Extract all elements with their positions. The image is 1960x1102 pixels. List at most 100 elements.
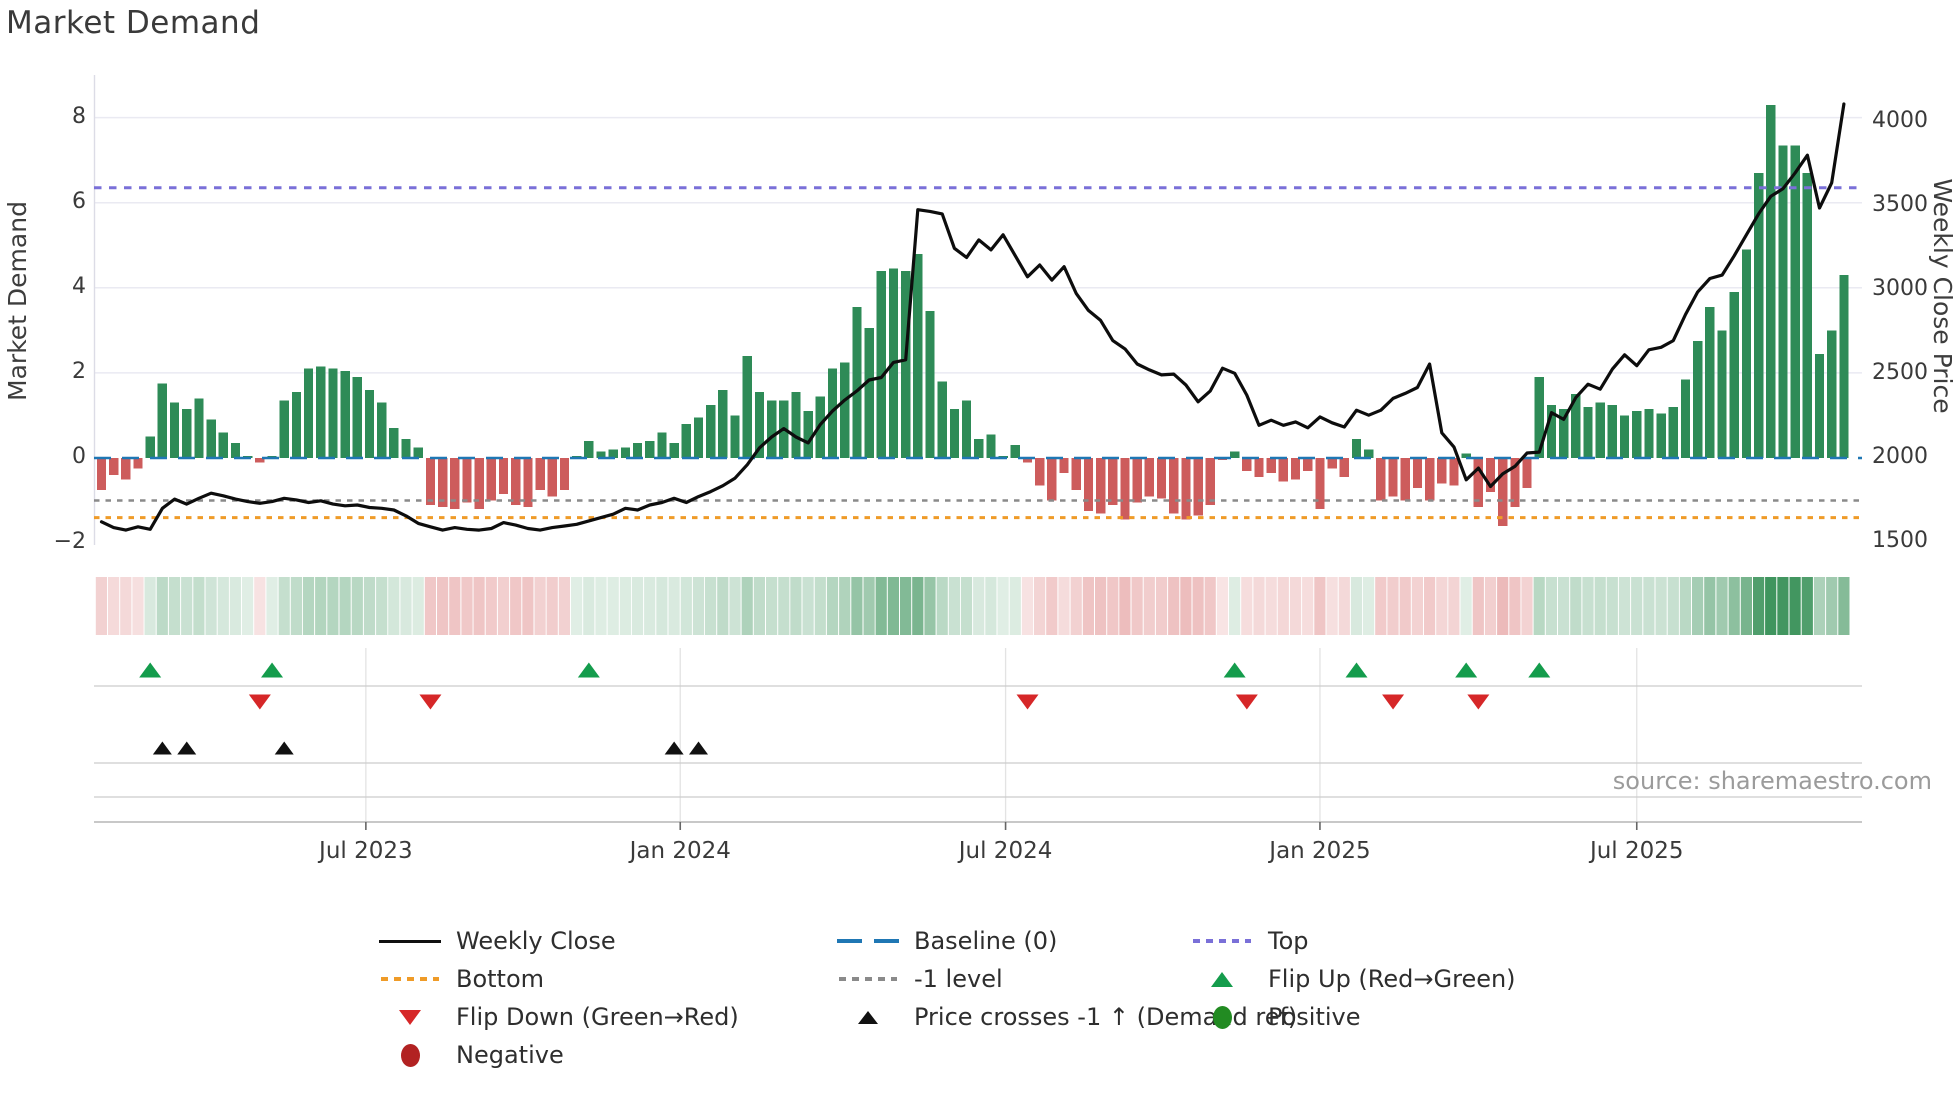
heatmap-cell xyxy=(266,577,278,635)
flip-up-marker xyxy=(577,662,600,678)
heatmap-cell xyxy=(1241,577,1253,635)
heatmap-cell xyxy=(473,577,485,635)
heatmap-cell xyxy=(534,577,546,635)
heatmap-cell xyxy=(558,577,570,635)
heatmap-cell xyxy=(839,577,851,635)
demand-bar-negative xyxy=(133,458,143,469)
demand-bar-positive xyxy=(767,400,777,458)
heatmap-cell xyxy=(1046,577,1058,635)
demand-bar-positive xyxy=(1766,104,1776,459)
heatmap-cell xyxy=(1692,577,1704,635)
heatmap-cell xyxy=(510,577,522,635)
heatmap-cell xyxy=(1521,577,1533,635)
demand-bar-positive xyxy=(596,451,606,458)
demand-bar-negative xyxy=(1132,458,1142,503)
heatmap-cell xyxy=(1594,577,1606,635)
heatmap-cell xyxy=(1728,577,1740,635)
demand-bar-negative xyxy=(1169,458,1179,514)
heatmap-cell xyxy=(1302,577,1314,635)
flip-down-marker xyxy=(419,694,442,710)
demand-bar-positive xyxy=(608,449,618,458)
demand-bar-negative xyxy=(255,458,265,463)
demand-bar-negative xyxy=(1449,458,1459,486)
demand-bar-positive xyxy=(791,392,801,458)
heatmap-cell xyxy=(156,577,168,635)
demand-bar-positive xyxy=(876,270,886,458)
demand-bar-negative xyxy=(1193,458,1203,516)
demand-bar-positive xyxy=(986,434,996,458)
price-cross-marker xyxy=(274,741,294,755)
x-tick-label: Jul 2024 xyxy=(958,838,1053,864)
demand-bar-positive xyxy=(1705,306,1715,458)
demand-bar-positive xyxy=(620,447,631,458)
heatmap-cell xyxy=(437,577,449,635)
demand-bar-negative xyxy=(1327,458,1337,469)
heatmap-cell xyxy=(302,577,315,635)
demand-bar-negative xyxy=(1144,458,1154,497)
heatmap-cell xyxy=(242,577,254,635)
heatmap-cell xyxy=(1034,577,1046,635)
heatmap-cell xyxy=(1838,577,1850,635)
heatmap-cell xyxy=(741,577,753,635)
demand-bar-positive xyxy=(1790,145,1800,459)
heatmap-cell xyxy=(973,577,985,635)
flip-up-marker xyxy=(1455,662,1478,678)
demand-bar-positive xyxy=(1010,445,1020,458)
demand-bar-negative xyxy=(1437,458,1447,484)
demand-bar-positive xyxy=(754,392,765,458)
bottom-dotted-icon xyxy=(378,976,442,982)
flip-down-marker xyxy=(1467,694,1490,710)
heatmap-cell xyxy=(1143,577,1155,635)
demand-bar-positive xyxy=(352,377,362,458)
heatmap-cell xyxy=(485,577,497,635)
heatmap-cell xyxy=(1777,577,1789,635)
demand-bar-negative xyxy=(535,458,545,490)
demand-bar-positive xyxy=(730,415,740,458)
flip-down-triangle-icon xyxy=(378,1009,442,1025)
demand-bar-positive xyxy=(218,432,228,458)
heatmap-cell xyxy=(1765,577,1777,635)
source-credit: source: sharemaestro.com xyxy=(1612,767,1932,795)
heatmap-cell xyxy=(1082,577,1094,635)
heatmap-cell xyxy=(1253,577,1265,635)
heatmap-cell xyxy=(388,577,400,635)
right-tick-label: 1500 xyxy=(1872,527,1928,553)
heatmap-cell xyxy=(778,577,790,635)
demand-bar-positive xyxy=(657,432,667,458)
heatmap-cell xyxy=(1582,577,1594,635)
top-dotted-icon xyxy=(1190,938,1254,944)
demand-bar-positive xyxy=(1668,406,1678,458)
right-tick-label: 4000 xyxy=(1872,108,1928,134)
heatmap-cell xyxy=(668,577,680,635)
demand-bar-positive xyxy=(291,392,302,458)
heatmap-cell xyxy=(1350,577,1363,635)
demand-bar-negative xyxy=(1388,458,1398,497)
heatmap-cell xyxy=(351,577,363,635)
demand-bar-positive xyxy=(949,409,960,458)
legend-item-minus1-level: -1 level xyxy=(836,961,1003,997)
heatmap-cell xyxy=(1229,577,1241,635)
heatmap-cell xyxy=(924,577,936,635)
heatmap-cell xyxy=(717,577,729,635)
heatmap-cell xyxy=(960,577,973,635)
heatmap-cell xyxy=(1265,577,1277,635)
right-tick-label: 3500 xyxy=(1872,192,1928,218)
heatmap-cell xyxy=(1009,577,1021,635)
demand-bar-positive xyxy=(913,253,923,458)
heatmap-cell xyxy=(229,577,241,635)
heatmap-cell xyxy=(1606,577,1618,635)
heatmap-cell xyxy=(1375,577,1387,635)
demand-bar-positive xyxy=(1595,402,1605,458)
left-axis-title: Market Demand xyxy=(3,201,32,401)
demand-bar-negative xyxy=(1400,458,1410,501)
left-tick-label: 8 xyxy=(72,103,86,129)
heatmap-cell xyxy=(851,577,863,635)
heatmap-cell xyxy=(327,577,339,635)
demand-bar-negative xyxy=(1083,458,1094,512)
heatmap-cell xyxy=(863,577,875,635)
heatmap-cell xyxy=(1314,577,1326,635)
flip-up-marker xyxy=(1345,662,1368,678)
heatmap-cell xyxy=(1363,577,1375,635)
demand-bar-positive xyxy=(1607,404,1617,458)
heatmap-cell xyxy=(1679,577,1691,635)
